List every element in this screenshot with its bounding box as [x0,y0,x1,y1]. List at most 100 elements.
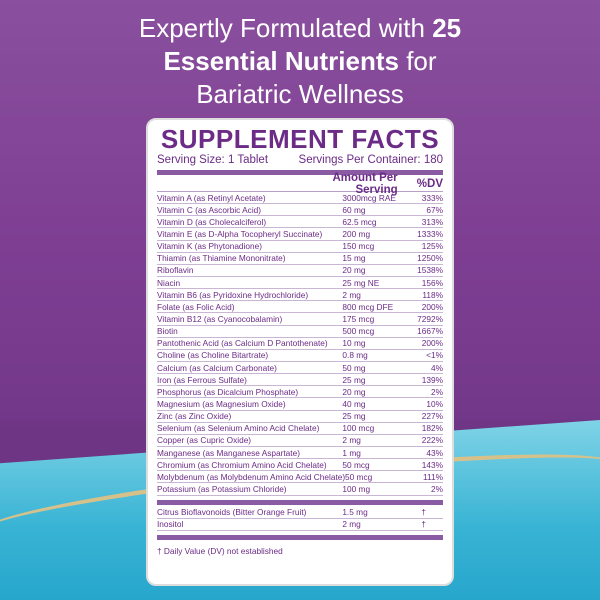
nutrient-row: Vitamin E (as D-Alpha Tocopheryl Succina… [157,228,443,241]
nutrient-amount: 1 mg [342,447,361,458]
nutrient-amount: 2 mg [342,519,361,530]
nutrient-amount: 40 mg [342,398,366,409]
nutrient-name: Vitamin C (as Ascorbic Acid) [157,204,262,215]
headline-line1: Expertly Formulated with [138,13,433,43]
nutrient-dv: 313% [421,216,443,227]
nutrient-name: Pantothenic Acid (as Calcium D Pantothen… [157,338,328,349]
nutrient-amount: 50 mcg [345,471,373,482]
divider-bar [157,534,443,540]
nutrient-dv: 156% [421,277,443,288]
nutrient-name: Calcium (as Calcium Carbonate) [157,362,277,373]
nutrient-row: Thiamin (as Thiamine Mononitrate) 15 mg 12… [157,253,443,265]
divider-bar [157,499,443,505]
nutrient-row: Magnesium (as Magnesium Oxide) 40 mg 10% [157,398,443,411]
nutrient-name: Vitamin K (as Phytonadione) [157,241,262,252]
nutrient-row: Calcium (as Calcium Carbonate) 50 mg 4% [157,362,443,375]
nutrient-amount: 100 mg [342,483,371,494]
nutrient-amount: 800 mcg DFE [342,301,394,312]
nutrient-dv: † [421,519,426,530]
nutrient-name: Magnesium (as Magnesium Oxide) [157,398,286,409]
nutrient-row: Pantothenic Acid (as Calcium D Pantothen… [157,338,443,350]
nutrient-row: Copper (as Cupric Oxide) 2 mg 222% [157,435,443,447]
table-header: Amount Per Serving %DV [157,172,443,196]
nutrient-dv: 1667% [417,326,443,337]
nutrient-dv: 43% [426,447,443,458]
nutrient-dv: 333% [421,192,443,203]
headline: Expertly Formulated with 25 Essential Nu… [0,12,600,111]
nutrient-dv: 125% [421,241,443,252]
nutrient-name: Copper (as Cupric Oxide) [157,435,252,446]
nutrient-amount: 50 mcg [342,459,370,470]
nutrient-amount: 62.5 mcg [342,216,377,227]
col-amount: Amount Per Serving [332,172,398,196]
nutrient-name: Selenium (as Selenium Amino Acid Chelate… [157,423,320,434]
nutrient-row: Chromium (as Chromium Amino Acid Chelate… [157,459,443,472]
nutrient-amount: 20 mg [342,386,366,397]
nutrient-row: Vitamin D (as Cholecalciferol) 62.5 mcg 31… [157,216,443,229]
headline-number: 25 [432,13,462,43]
nutrient-name: Vitamin B12 (as Cyanocobalamin) [157,313,283,324]
nutrient-row: Inositol 2 mg † [157,519,443,531]
nutrient-amount: 50 mg [342,362,366,373]
panel-title: SUPPLEMENT FACTS [160,124,440,154]
nutrient-row: Biotin 500 mcg 1667% [157,326,443,338]
nutrient-amount: 0.8 mg [342,350,368,361]
nutrient-dv: 227% [421,411,443,422]
nutrient-name: Folate (as Folic Acid) [157,301,235,312]
nutrient-row: Choline (as Choline Bitartrate) 0.8 mg <1% [157,350,443,362]
nutrient-name: Chromium (as Chromium Amino Acid Chelate… [157,459,327,470]
nutrient-dv: 143% [421,459,443,470]
nutrient-dv: 182% [421,423,443,434]
nutrient-dv: 118% [422,289,443,300]
nutrient-name: Niacin [157,277,181,288]
nutrient-name: Biotin [157,326,178,337]
nutrient-name: Phosphorus (as Dicalcium Phosphate) [157,386,299,397]
nutrient-row: Vitamin A (as Retinyl Acetate) 3000mcg RA… [157,192,443,205]
nutrient-amount: 100 mcg [342,423,375,434]
nutrient-dv: 200% [421,338,443,349]
nutrient-name: Citrus Bioflavonoids (Bitter Orange Frui… [157,507,307,518]
nutrient-dv: 2% [431,386,443,397]
supplement-facts-panel: SUPPLEMENT FACTS Serving Size: 1 Tablet … [146,118,454,586]
nutrient-amount: 25 mg [342,374,366,385]
nutrient-dv: <1% [426,350,443,361]
nutrient-row: Phosphorus (as Dicalcium Phosphate) 20 mg… [157,386,443,399]
nutrient-amount: 25 mg [342,411,366,422]
nutrient-dv: 139% [421,374,443,385]
serving-size: Serving Size: 1 Tablet [157,154,269,166]
nutrient-row: Molybdenum (as Molybdenum Amino Acid Che… [157,471,443,484]
nutrient-dv: 2% [431,483,443,494]
nutrient-row: Iron (as Ferrous Sulfate) 25 mg 139% [157,374,443,387]
nutrient-name: Vitamin A (as Retinyl Acetate) [157,192,266,203]
nutrient-name: Molybdenum (as Molybdenum Amino Acid Che… [157,471,346,482]
servings-per-container: Servings Per Container: 180 [298,154,443,166]
nutrient-dv: † [421,507,426,518]
nutrient-row: Citrus Bioflavonoids (Bitter Orange Frui… [157,507,443,519]
nutrient-row: Vitamin B6 (as Pyridoxine Hydrochloride)… [157,289,443,302]
nutrient-row: Riboflavin 20 mg 1538% [157,265,443,277]
nutrient-amount: 3000mcg RAE [342,192,396,203]
nutrient-amount: 200 mg [342,228,371,239]
nutrient-name: Inositol [157,519,184,530]
divider-bar [157,170,443,175]
nutrient-dv: 10% [426,398,443,409]
nutrient-row: Potassium (as Potassium Chloride) 100 mg 2… [157,483,443,496]
nutrient-amount: 150 mcg [342,241,375,252]
nutrient-dv: 4% [431,362,443,373]
nutrient-dv: 200% [421,301,443,312]
nutrient-name: Vitamin E (as D-Alpha Tocopheryl Succina… [157,228,323,239]
nutrient-row: Zinc (as Zinc Oxide) 25 mg 227% [157,411,443,423]
col-dv: %DV [416,178,443,190]
nutrient-name: Manganese (as Manganese Aspartate) [157,447,300,458]
nutrient-name: Thiamin (as Thiamine Mononitrate) [157,253,286,264]
headline-line3: Bariatric Wellness [196,79,404,109]
nutrient-amount: 25 mg NE [342,277,380,288]
nutrient-dv: 1538% [417,265,443,276]
nutrient-dv: 111% [423,471,443,482]
nutrient-amount: 175 mcg [342,313,375,324]
footnote: † Daily Value (DV) not established [157,545,283,556]
nutrient-amount: 2 mg [342,435,361,446]
nutrient-row: Vitamin K (as Phytonadione) 150 mcg 125% [157,241,443,253]
nutrient-name: Potassium (as Potassium Chloride) [157,483,287,494]
nutrient-row: Vitamin B12 (as Cyanocobalamin) 175 mcg 72… [157,313,443,326]
